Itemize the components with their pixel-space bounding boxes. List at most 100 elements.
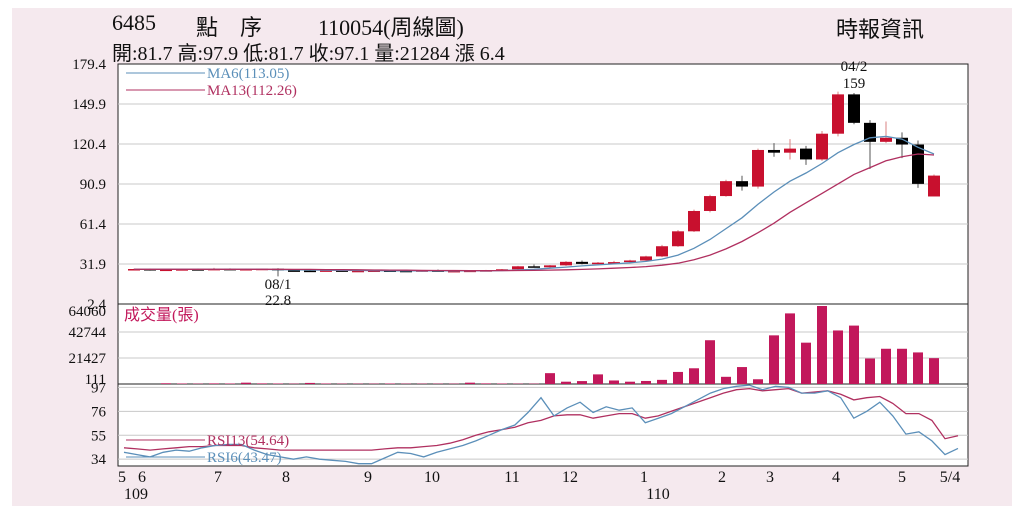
month-label: 5 [898, 469, 906, 486]
volume-bar [769, 335, 779, 384]
candle-body [400, 270, 412, 273]
candle-body [304, 270, 316, 273]
rsi-tick-label: 34 [91, 452, 107, 468]
month-label: 8 [282, 469, 290, 486]
price-tick-label: 90.9 [80, 177, 106, 193]
price-tick-label: 31.9 [80, 257, 106, 273]
volume-bar [801, 342, 811, 384]
low-date-label: 08/1 [265, 277, 292, 293]
volume-bar [833, 330, 843, 384]
volume-bar [785, 313, 795, 384]
stock-name: 點 序 [196, 15, 263, 40]
month-label: 1 [640, 469, 648, 486]
rsi13-line [123, 387, 959, 451]
year-label: 109 [124, 486, 148, 503]
candle-body [640, 256, 652, 261]
volume-bar [721, 376, 731, 384]
candle-body [512, 266, 524, 270]
volume-bar [593, 374, 603, 384]
volume-bar [673, 371, 683, 384]
month-label: 12 [562, 469, 578, 486]
month-label: 10 [424, 469, 440, 486]
candle-body [704, 196, 716, 211]
month-label: 7 [214, 469, 222, 486]
stock-code: 6485 [112, 10, 156, 35]
candle-body [752, 149, 764, 187]
volume-bar [929, 358, 939, 384]
volume-bar [305, 382, 315, 384]
price-tick-label: 2.4 [87, 297, 106, 313]
candle-body [160, 269, 172, 272]
volume-bar [609, 380, 619, 384]
price-tick-label: 149.9 [72, 97, 106, 113]
rsi6-line [123, 384, 959, 465]
volume-bar [257, 383, 267, 384]
volume-bar [641, 380, 651, 384]
data-source: 時報資訊 [836, 17, 925, 42]
candle-body [832, 94, 844, 134]
low-value-label: 22.8 [265, 293, 291, 309]
candle-body [912, 144, 924, 184]
volume-bar [481, 383, 491, 384]
price-tick-label: 61.4 [80, 217, 107, 233]
volume-bar [817, 306, 827, 384]
volume-tick-label: 64060 [69, 304, 107, 320]
candle-body [560, 261, 572, 266]
volume-bar [161, 383, 171, 384]
rsi-tick-label: 55 [91, 428, 106, 444]
candle-body [656, 246, 668, 257]
rsi-tick-label: 76 [91, 404, 107, 420]
price-tick-label: 179.4 [72, 57, 106, 73]
candle-body [608, 262, 620, 264]
volume-bar [737, 367, 747, 384]
candle-body [768, 149, 780, 153]
volume-tick-label: 42744 [69, 325, 107, 341]
candle-body [736, 181, 748, 187]
price-tick-label: 120.4 [72, 137, 106, 153]
volume-bar [241, 382, 251, 384]
month-label: 4 [832, 469, 840, 486]
candle-body [928, 175, 940, 197]
ma13-line [134, 153, 935, 272]
volume-tick-label: 21427 [69, 351, 107, 367]
chart-title: 110054(周線圖) [318, 15, 464, 40]
candle-body [368, 270, 380, 273]
quote-summary: 開:81.7 高:97.9 低:81.7 收:97.1 量:21284 漲 6.… [112, 43, 505, 65]
volume-bar [865, 358, 875, 384]
month-label: 5 [118, 469, 126, 486]
candle-body [448, 270, 460, 273]
volume-bar [625, 381, 635, 384]
peak-value-label: 159 [843, 76, 866, 92]
candle-body [576, 261, 588, 264]
volume-axis-title: 成交量(張) [124, 306, 199, 324]
month-label: 3 [766, 469, 774, 486]
volume-bar [897, 348, 907, 384]
rsi-tick-label: 97 [91, 380, 107, 396]
volume-bar [753, 379, 763, 384]
candle-body [544, 265, 556, 268]
rsi-legend-label: RSI6(43.47) [207, 450, 282, 466]
candle-body [336, 270, 348, 272]
rsi-legend-label: RSI13(54.64) [207, 433, 289, 449]
candle-body [672, 231, 684, 247]
legend-label: MA13(112.26) [207, 83, 297, 99]
candle-body [896, 137, 908, 145]
candle-body [720, 181, 732, 197]
volume-bar [545, 373, 555, 384]
volume-bar [849, 325, 859, 384]
candle-body [352, 270, 364, 273]
candle-body [288, 270, 300, 272]
volume-tick-label: 111 [85, 372, 106, 388]
legend-label: MA6(113.05) [207, 66, 289, 82]
candle-body [688, 210, 700, 232]
month-label: 6 [138, 469, 146, 486]
month-label: 5/4 [940, 469, 960, 486]
volume-bar [689, 368, 699, 384]
volume-bar [577, 381, 587, 384]
candle-body [880, 137, 892, 142]
candle-body [848, 94, 860, 123]
month-label: 9 [364, 469, 372, 486]
candle-body [816, 133, 828, 160]
